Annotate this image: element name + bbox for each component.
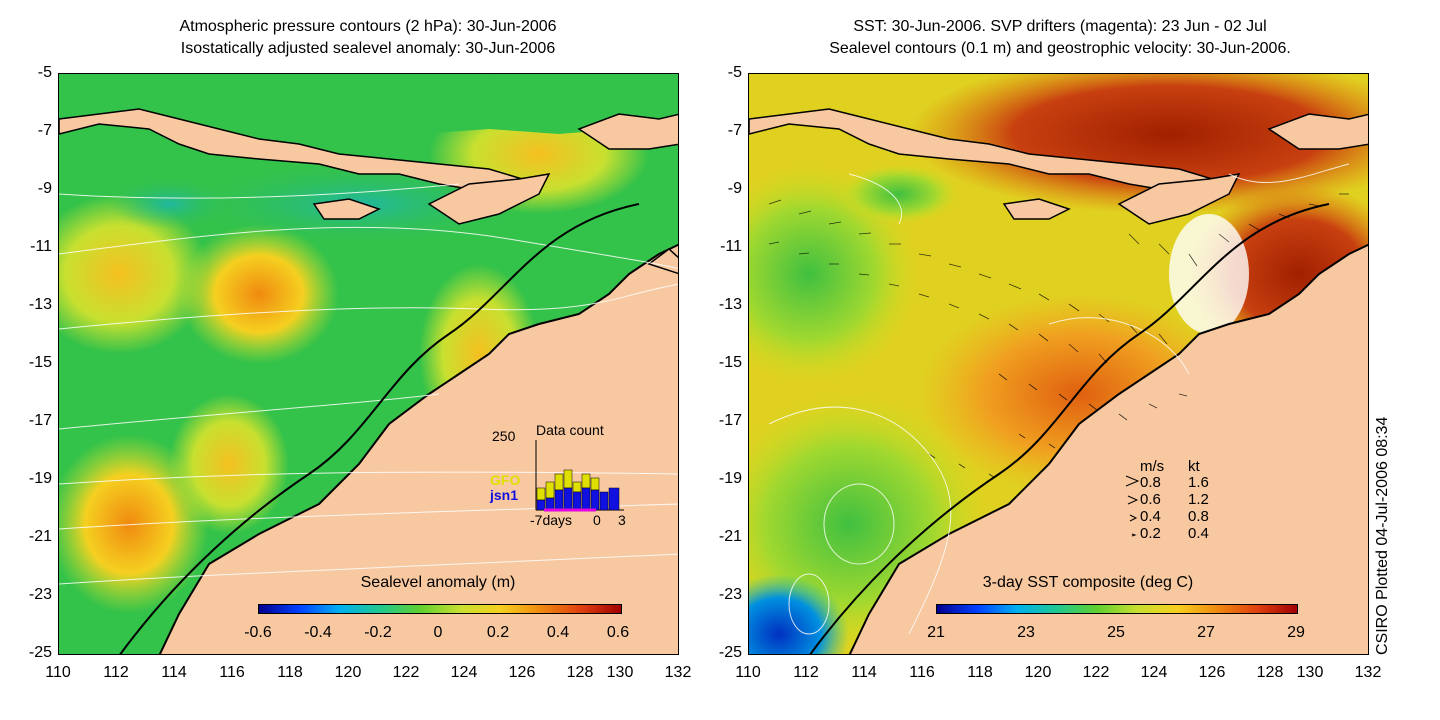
left-x-tick: 120 [334,664,362,681]
inset-gfo-label: GFO [490,472,521,488]
left-x-tick: 112 [103,664,129,681]
right-x-tick: 128 [1256,664,1284,681]
inset-x-left: -7days [530,512,573,528]
right-x-tick: 120 [1024,664,1052,681]
right-x-tick: 124 [1140,664,1168,681]
right-colorbar [936,604,1298,614]
left-cb-tick-1: -0.4 [304,624,332,641]
velocity-legend-ms-1: 0.6 [1140,491,1161,508]
velocity-legend-ms-2: 0.4 [1140,508,1161,525]
right-x-tick: 112 [793,664,819,681]
right-y-tick: -9 [727,180,742,197]
left-x-tick: 110 [45,664,71,681]
sst-map-graphic [749,74,1368,654]
left-y-tick: -19 [28,470,52,487]
right-colorbar-title: 3-day SST composite (deg C) [982,574,1194,591]
left-y-tick: -11 [30,238,52,255]
right-cb-tick-0: 21 [927,624,945,641]
velocity-legend-arrows [1125,475,1140,537]
right-x-tick: 130 [1296,664,1324,681]
velocity-legend-header-ms: m/s [1140,458,1165,475]
left-cb-tick-3: 0 [433,624,443,641]
left-cb-tick-6: 0.6 [606,624,630,641]
inset-jsn-label: jsn1 [490,487,519,503]
sealevel-anomaly-map-graphic [59,74,678,654]
inset-max-label: 250 [492,428,516,444]
left-x-tick: 118 [277,664,303,681]
right-x-tick: 122 [1082,664,1110,681]
left-colorbar-title: Sealevel anomaly (m) [360,574,516,591]
left-y-tick: -21 [28,528,52,545]
left-x-tick: 116 [219,664,245,681]
right-cb-tick-3: 27 [1197,624,1215,641]
right-title-line1: SST: 30-Jun-2006. SVP drifters (magenta)… [853,18,1267,35]
inset-data-count-chart [535,440,624,512]
left-cb-tick-2: -0.2 [364,624,392,641]
left-x-tick: 122 [392,664,420,681]
plot-credit: CSIRO Plotted 04-Jul-2006 08:34 [1374,416,1391,655]
left-y-tick: -23 [28,586,52,603]
sst-map [748,73,1369,655]
left-x-tick: 126 [508,664,536,681]
velocity-legend-kt-3: 0.4 [1188,525,1209,542]
right-y-tick: -5 [727,64,742,81]
right-y-tick: -23 [718,586,742,603]
left-y-tick: -7 [37,122,52,139]
velocity-legend-ms-3: 0.2 [1140,525,1161,542]
velocity-legend-kt-1: 1.2 [1188,491,1209,508]
left-y-tick: -15 [28,354,52,371]
right-y-tick: -11 [720,238,742,255]
right-x-tick: 126 [1198,664,1226,681]
right-cb-tick-1: 23 [1017,624,1035,641]
right-y-tick: -21 [718,528,742,545]
left-title-line1: Atmospheric pressure contours (2 hPa): 3… [179,18,557,35]
velocity-legend-kt-2: 0.8 [1188,508,1209,525]
left-y-tick: -9 [37,180,52,197]
right-y-tick: -25 [718,644,742,661]
right-y-tick: -19 [718,470,742,487]
velocity-legend-kt-0: 1.6 [1188,474,1209,491]
left-y-tick: -13 [28,296,52,313]
inset-x-right: 3 [618,512,626,528]
right-y-tick: -17 [718,412,742,429]
left-x-tick: 132 [664,664,692,681]
right-x-tick: 132 [1354,664,1382,681]
left-y-tick: -17 [28,412,52,429]
right-x-tick: 116 [909,664,935,681]
right-cb-tick-4: 29 [1287,624,1305,641]
left-y-tick: -25 [28,644,52,661]
left-title-line2: Isostatically adjusted sealevel anomaly:… [180,40,556,57]
right-y-tick: -7 [727,122,742,139]
right-x-tick: 118 [967,664,993,681]
right-y-tick: -15 [718,354,742,371]
velocity-legend-header-kt: kt [1188,458,1200,475]
left-cb-tick-0: -0.6 [244,624,272,641]
left-y-tick: -5 [37,64,52,81]
right-x-tick: 110 [735,664,761,681]
right-y-tick: -13 [718,296,742,313]
right-x-tick: 114 [851,664,877,681]
left-cb-tick-4: 0.2 [486,624,510,641]
right-title-line2: Sealevel contours (0.1 m) and geostrophi… [829,40,1291,57]
velocity-legend-ms-0: 0.8 [1140,474,1161,491]
left-x-tick: 114 [161,664,187,681]
right-cb-tick-2: 25 [1107,624,1125,641]
left-x-tick: 124 [450,664,478,681]
left-x-tick: 130 [606,664,634,681]
left-colorbar [258,604,622,614]
inset-x-mid: 0 [593,512,601,528]
left-cb-tick-5: 0.4 [546,624,570,641]
sealevel-anomaly-map [58,73,679,655]
inset-title: Data count [536,422,604,438]
left-x-tick: 128 [566,664,594,681]
